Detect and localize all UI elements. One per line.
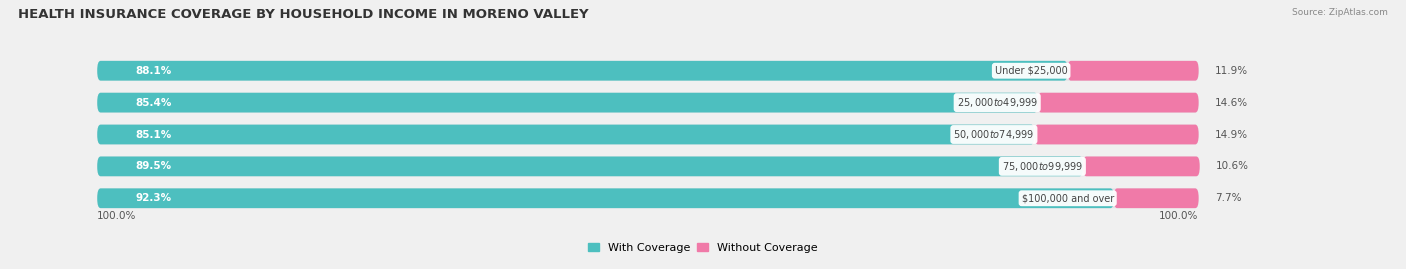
Text: 14.9%: 14.9% — [1215, 129, 1249, 140]
FancyBboxPatch shape — [97, 157, 1198, 176]
Text: 92.3%: 92.3% — [136, 193, 172, 203]
Text: HEALTH INSURANCE COVERAGE BY HOUSEHOLD INCOME IN MORENO VALLEY: HEALTH INSURANCE COVERAGE BY HOUSEHOLD I… — [18, 8, 589, 21]
Text: 88.1%: 88.1% — [136, 66, 172, 76]
FancyBboxPatch shape — [97, 61, 1067, 81]
FancyBboxPatch shape — [1035, 125, 1198, 144]
Text: Under $25,000: Under $25,000 — [995, 66, 1067, 76]
Text: 11.9%: 11.9% — [1215, 66, 1249, 76]
Text: 7.7%: 7.7% — [1215, 193, 1241, 203]
FancyBboxPatch shape — [1038, 93, 1198, 112]
FancyBboxPatch shape — [1114, 188, 1198, 208]
Text: 85.1%: 85.1% — [136, 129, 172, 140]
Text: Source: ZipAtlas.com: Source: ZipAtlas.com — [1292, 8, 1388, 17]
FancyBboxPatch shape — [1083, 157, 1199, 176]
Text: 10.6%: 10.6% — [1216, 161, 1250, 171]
FancyBboxPatch shape — [97, 93, 1038, 112]
Text: $75,000 to $99,999: $75,000 to $99,999 — [1001, 160, 1083, 173]
FancyBboxPatch shape — [97, 188, 1114, 208]
FancyBboxPatch shape — [1067, 61, 1198, 81]
Text: 89.5%: 89.5% — [136, 161, 172, 171]
FancyBboxPatch shape — [97, 61, 1198, 81]
Text: 100.0%: 100.0% — [1159, 211, 1198, 221]
Text: $25,000 to $49,999: $25,000 to $49,999 — [956, 96, 1038, 109]
Text: $50,000 to $74,999: $50,000 to $74,999 — [953, 128, 1035, 141]
FancyBboxPatch shape — [97, 188, 1198, 208]
Text: 85.4%: 85.4% — [136, 98, 172, 108]
FancyBboxPatch shape — [97, 125, 1035, 144]
FancyBboxPatch shape — [97, 93, 1198, 112]
FancyBboxPatch shape — [97, 157, 1083, 176]
Text: 100.0%: 100.0% — [97, 211, 136, 221]
FancyBboxPatch shape — [97, 125, 1198, 144]
Legend: With Coverage, Without Coverage: With Coverage, Without Coverage — [588, 243, 818, 253]
Text: $100,000 and over: $100,000 and over — [1022, 193, 1114, 203]
Text: 14.6%: 14.6% — [1215, 98, 1249, 108]
